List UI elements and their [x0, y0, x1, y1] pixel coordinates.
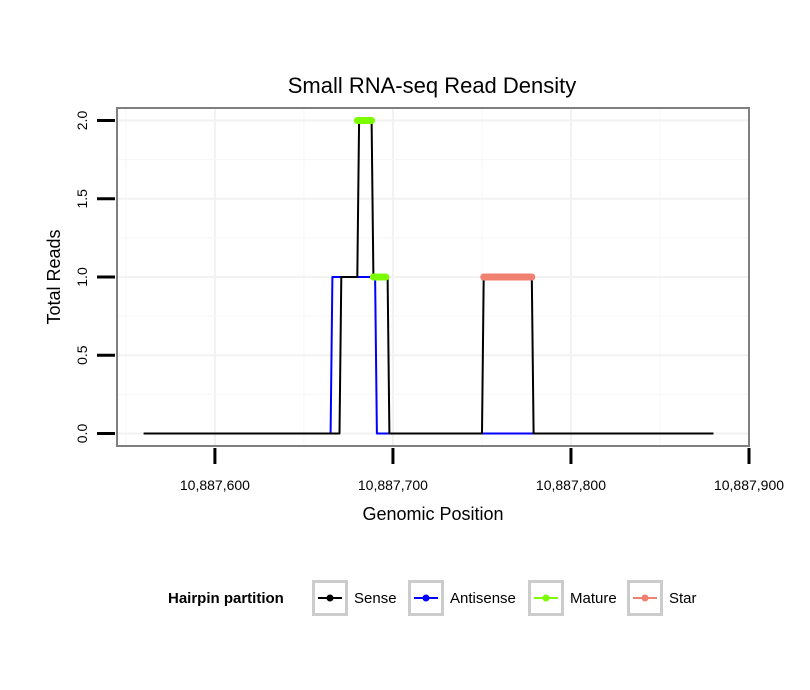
y-tick-label: 0.5: [74, 345, 90, 365]
x-axis: 10,887,600 10,887,700 10,887,800 10,887,900: [180, 448, 784, 493]
legend: Hairpin partition Sense Antisense Mature St…: [168, 582, 697, 615]
legend-entry-star: Star: [629, 582, 697, 615]
y-tick-label: 1.0: [74, 267, 90, 287]
x-axis-title: Genomic Position: [362, 504, 503, 524]
legend-key-dot: [423, 595, 430, 602]
legend-key-dot: [327, 595, 334, 602]
y-axis: 0.0 0.5 1.0 1.5 2.0: [74, 111, 115, 444]
read-density-chart: Small RNA-seq Read Density 10,887,600 10,…: [0, 0, 810, 690]
x-tick-label: 10,887,600: [180, 477, 250, 493]
legend-label: Sense: [354, 590, 397, 607]
legend-entry-sense: Sense: [314, 582, 397, 615]
y-axis-title: Total Reads: [44, 229, 64, 324]
legend-entry-mature: Mature: [530, 582, 617, 615]
y-tick-label: 0.0: [74, 424, 90, 444]
legend-label: Mature: [570, 590, 617, 607]
y-tick-label: 1.5: [74, 189, 90, 209]
legend-title: Hairpin partition: [168, 590, 284, 607]
legend-label: Antisense: [450, 590, 516, 607]
legend-key-dot: [642, 595, 649, 602]
legend-entry-antisense: Antisense: [410, 582, 516, 615]
x-tick-label: 10,887,900: [714, 477, 784, 493]
x-tick-label: 10,887,800: [536, 477, 606, 493]
chart-title: Small RNA-seq Read Density: [288, 73, 577, 98]
x-tick-label: 10,887,700: [358, 477, 428, 493]
legend-key-dot: [543, 595, 550, 602]
legend-label: Star: [669, 590, 697, 607]
y-tick-label: 2.0: [74, 111, 90, 131]
